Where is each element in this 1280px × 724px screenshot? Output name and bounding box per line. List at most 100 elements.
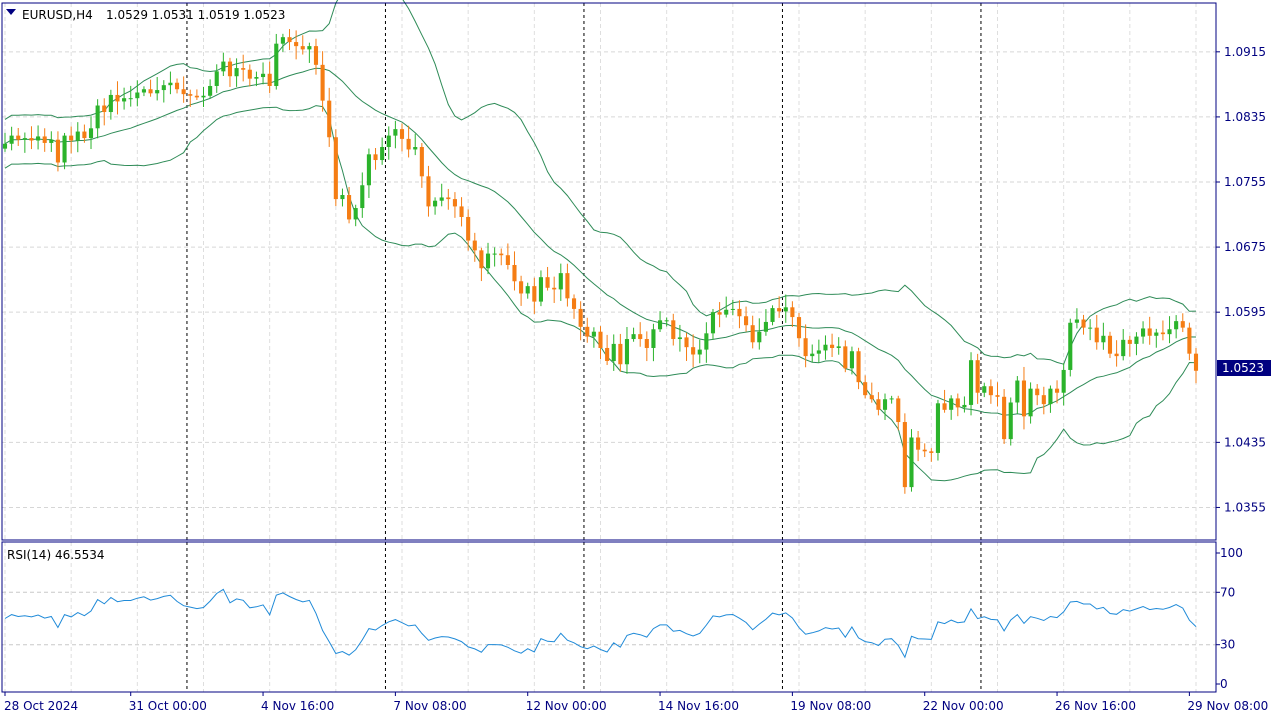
candle xyxy=(571,294,577,319)
candle-body xyxy=(671,320,676,340)
time-tick-label: 19 Nov 08:00 xyxy=(790,699,871,713)
candle-body xyxy=(155,90,160,94)
candle-body xyxy=(419,147,424,177)
candle xyxy=(598,326,603,360)
candle-body xyxy=(777,308,782,312)
candle xyxy=(816,339,821,363)
candle-body xyxy=(532,286,537,302)
period-separators xyxy=(186,3,982,692)
candle-body xyxy=(492,253,497,255)
candle-body xyxy=(274,43,279,86)
candle-body xyxy=(320,64,325,101)
candle xyxy=(1002,389,1007,444)
candle-body xyxy=(406,138,411,150)
candle xyxy=(935,399,941,461)
candle-body xyxy=(1035,388,1040,396)
candle-body xyxy=(1101,335,1106,343)
candle-body xyxy=(247,69,252,79)
candle-body xyxy=(624,339,630,365)
candle-body xyxy=(16,135,21,140)
candle xyxy=(790,301,795,328)
candle-body xyxy=(1141,328,1146,337)
candle-body xyxy=(55,139,60,163)
candle xyxy=(49,131,54,152)
candle-body xyxy=(280,37,285,44)
candle xyxy=(1167,316,1172,344)
candle xyxy=(439,183,444,207)
chevron-down-icon[interactable] xyxy=(6,9,16,15)
candle xyxy=(1147,316,1152,345)
candle-body xyxy=(565,273,570,299)
rsi-series xyxy=(4,588,1197,659)
candle xyxy=(42,128,47,152)
candle-body xyxy=(730,308,735,310)
candle-body xyxy=(82,131,87,139)
candle-body xyxy=(174,82,180,90)
candle-body xyxy=(393,129,398,136)
candle-body xyxy=(466,216,471,241)
candle xyxy=(115,81,120,115)
candle xyxy=(82,124,87,143)
candle xyxy=(386,126,391,160)
candle-body xyxy=(830,344,835,348)
candle xyxy=(499,248,504,266)
candle-body xyxy=(1180,321,1185,328)
candle-body xyxy=(677,337,682,340)
candle-body xyxy=(459,206,464,217)
candle xyxy=(102,98,107,126)
candle xyxy=(710,308,716,340)
candle-body xyxy=(638,334,643,340)
candle-body xyxy=(1147,328,1152,336)
candle-body xyxy=(439,197,444,201)
candle xyxy=(75,122,80,153)
candle xyxy=(737,300,742,329)
candle-body xyxy=(472,240,477,251)
candle xyxy=(644,331,649,362)
candle-body xyxy=(810,353,815,357)
candle xyxy=(347,186,352,224)
candle-body xyxy=(1107,335,1113,354)
candle xyxy=(889,395,894,404)
candle xyxy=(691,334,696,368)
candle xyxy=(466,209,471,251)
candle xyxy=(750,315,755,349)
candle-body xyxy=(975,360,980,393)
candle xyxy=(1154,328,1159,348)
candle xyxy=(830,333,835,357)
candle-body xyxy=(750,325,755,343)
candle-body xyxy=(260,73,266,78)
candle xyxy=(55,131,60,172)
candle xyxy=(611,334,616,371)
candle xyxy=(174,78,180,94)
candle xyxy=(796,312,802,347)
candle xyxy=(1088,319,1093,341)
candle xyxy=(280,33,285,52)
candle-body xyxy=(631,334,636,340)
candle xyxy=(505,243,510,270)
candle-body xyxy=(36,136,41,141)
candle xyxy=(234,58,239,87)
candle xyxy=(1041,386,1046,415)
candle-body xyxy=(664,320,669,322)
candle xyxy=(968,352,974,416)
candle-body xyxy=(313,46,319,65)
candle-body xyxy=(505,255,510,265)
candle-body xyxy=(1061,369,1066,393)
candle xyxy=(836,337,841,355)
candle xyxy=(1094,315,1099,350)
candle-body xyxy=(88,128,94,139)
candle-body xyxy=(1127,339,1132,344)
candle-body xyxy=(241,68,246,70)
candle xyxy=(1015,376,1020,414)
candle xyxy=(29,126,34,150)
candle xyxy=(446,188,451,210)
time-tick-label: 26 Nov 16:00 xyxy=(1055,699,1136,713)
candle-body xyxy=(1054,388,1060,393)
candle xyxy=(274,33,279,90)
candle xyxy=(724,296,729,318)
candle xyxy=(95,99,100,139)
candle-body xyxy=(135,92,140,99)
candle xyxy=(479,247,484,282)
